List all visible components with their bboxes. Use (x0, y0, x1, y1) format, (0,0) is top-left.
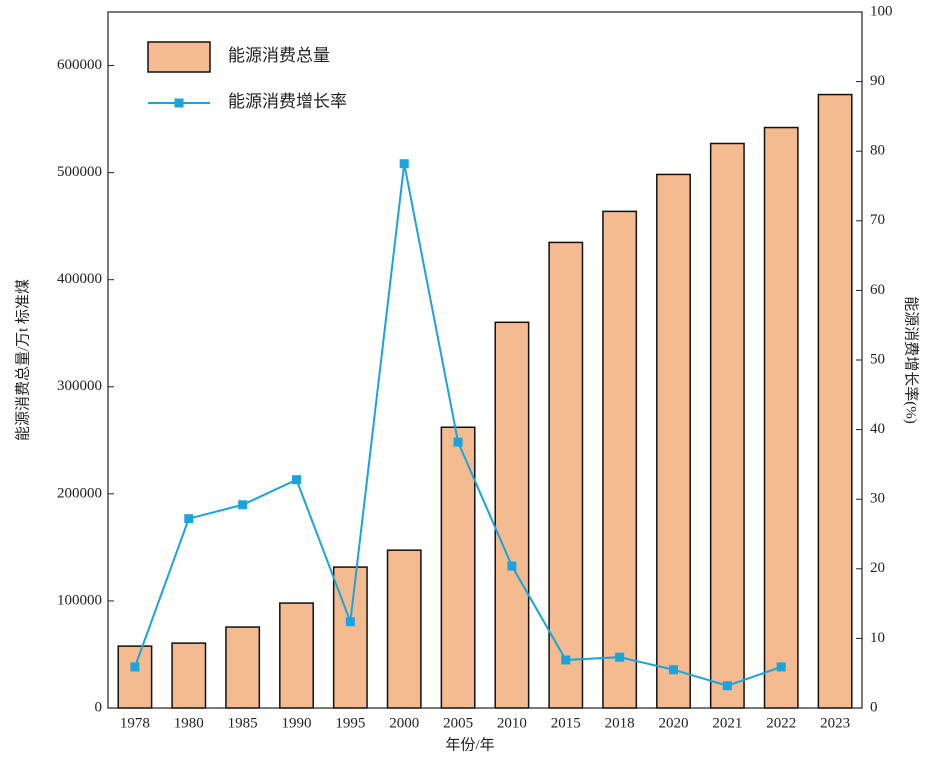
y2-tick-label: 10 (870, 630, 885, 646)
line-marker (292, 475, 301, 485)
bar (117, 645, 153, 709)
x-tick-label: 2000 (389, 715, 419, 731)
plot-frame (107, 11, 863, 709)
x-tick-label: 2023 (820, 715, 850, 731)
x-tick-label: 1990 (282, 715, 312, 731)
line-marker (345, 617, 355, 627)
x-tick-label: 1978 (120, 715, 150, 731)
line-marker (399, 159, 409, 169)
line-marker (561, 655, 571, 665)
line-marker (453, 437, 463, 447)
bar (763, 126, 799, 709)
y2-tick-label: 70 (870, 212, 885, 228)
x-tick-label: 1980 (174, 715, 204, 731)
y2-tick-label: 80 (870, 143, 885, 159)
x-tick-label: 2020 (659, 715, 689, 731)
line-marker (130, 662, 140, 672)
bar (440, 426, 476, 709)
y-axis-label: 能源消费总量/万t 标准煤 (14, 279, 31, 441)
legend-swatch (174, 98, 184, 108)
bar (656, 173, 691, 709)
bar (279, 602, 314, 709)
y2-tick-label: 0 (870, 699, 878, 715)
bar (225, 626, 261, 709)
y2-tick-label: 60 (870, 282, 885, 298)
y2-tick-label: 90 (870, 73, 885, 89)
x-tick-label: 2015 (551, 715, 581, 731)
y-tick-label: 600000 (57, 57, 102, 73)
bar (494, 321, 530, 709)
y2-tick-label: 100 (870, 3, 893, 19)
line-marker (776, 662, 786, 672)
line-marker (615, 652, 625, 662)
legend-label: 能源消费总量 (228, 46, 330, 65)
x-tick-label: 1985 (228, 715, 258, 731)
y-tick-label: 100000 (57, 592, 102, 608)
y-tick-label: 0 (95, 699, 103, 715)
y-tick-label: 300000 (57, 378, 102, 394)
y-tick-label: 200000 (57, 485, 102, 501)
line-marker (722, 681, 732, 691)
y-tick-label: 400000 (57, 271, 102, 287)
x-axis-label: 年份/年 (445, 736, 494, 753)
line-marker (507, 561, 517, 571)
line-marker (184, 514, 194, 524)
bar (709, 142, 745, 709)
line-marker (669, 665, 678, 675)
y2-tick-label: 40 (870, 421, 885, 437)
x-tick-label: 2010 (497, 715, 527, 731)
bar (602, 210, 638, 709)
x-tick-label: 2018 (605, 715, 635, 731)
y2-axis-label: 能源消费增长率(%) (903, 296, 920, 424)
bar (171, 642, 207, 709)
bar (817, 93, 853, 709)
bar (386, 549, 422, 709)
x-tick-label: 1995 (335, 715, 365, 731)
x-tick-label: 2021 (712, 715, 742, 731)
y2-tick-label: 20 (870, 560, 885, 576)
y2-tick-label: 30 (870, 491, 885, 507)
y2-tick-label: 50 (870, 351, 885, 367)
legend-label: 能源消费增长率 (228, 92, 347, 111)
y-tick-label: 500000 (57, 164, 102, 180)
x-tick-label: 2005 (443, 715, 473, 731)
line-marker (238, 500, 248, 510)
x-tick-label: 2022 (766, 715, 796, 731)
legend-swatch (147, 41, 211, 73)
